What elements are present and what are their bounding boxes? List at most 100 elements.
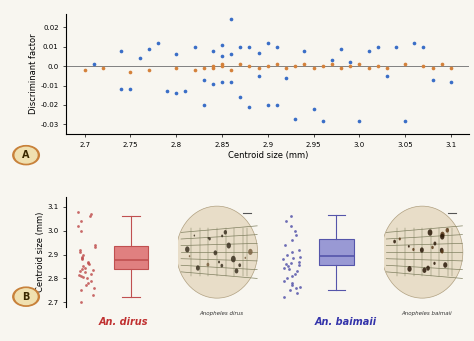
- Point: [78, 256, 86, 262]
- Point: [283, 252, 291, 257]
- Point: [310, 65, 318, 71]
- Point: [191, 44, 198, 49]
- Point: [288, 237, 296, 243]
- Point: [118, 87, 125, 92]
- Point: [200, 77, 208, 83]
- Point: [419, 44, 427, 49]
- Point: [99, 65, 107, 71]
- Point: [218, 54, 226, 59]
- Ellipse shape: [428, 229, 432, 236]
- Ellipse shape: [433, 262, 436, 265]
- Point: [337, 46, 345, 51]
- Point: [77, 273, 84, 279]
- Point: [78, 254, 86, 260]
- Point: [77, 299, 85, 305]
- Ellipse shape: [185, 247, 190, 252]
- Point: [83, 276, 91, 281]
- Ellipse shape: [221, 235, 223, 237]
- Point: [77, 219, 85, 224]
- Point: [365, 65, 373, 71]
- Ellipse shape: [431, 246, 434, 249]
- Point: [228, 79, 235, 84]
- Point: [173, 65, 180, 71]
- Point: [346, 59, 354, 65]
- Ellipse shape: [218, 261, 220, 263]
- Point: [273, 44, 281, 49]
- Point: [85, 261, 92, 267]
- Point: [337, 65, 345, 71]
- Point: [429, 65, 437, 71]
- Point: [292, 63, 299, 69]
- Point: [127, 69, 134, 75]
- Point: [246, 104, 253, 110]
- Text: Anopheles baimaii: Anopheles baimaii: [401, 311, 452, 316]
- Point: [293, 290, 301, 295]
- Point: [295, 259, 303, 264]
- Point: [283, 219, 290, 224]
- Point: [287, 287, 294, 293]
- Text: An. dirus: An. dirus: [99, 317, 148, 327]
- Point: [82, 283, 90, 288]
- Point: [264, 63, 272, 69]
- Point: [91, 242, 98, 248]
- Point: [365, 48, 373, 53]
- Ellipse shape: [408, 245, 410, 248]
- Point: [84, 259, 92, 264]
- Ellipse shape: [231, 256, 236, 262]
- Point: [438, 61, 446, 67]
- Point: [356, 118, 363, 123]
- Point: [228, 17, 235, 22]
- Point: [218, 79, 226, 84]
- Point: [255, 50, 263, 55]
- Point: [383, 73, 391, 78]
- Point: [136, 56, 144, 61]
- Point: [291, 228, 298, 234]
- Point: [374, 63, 382, 69]
- Point: [237, 61, 244, 67]
- Point: [79, 264, 86, 269]
- Point: [145, 67, 153, 73]
- Point: [87, 278, 95, 283]
- Point: [127, 87, 134, 92]
- Point: [291, 271, 299, 276]
- Text: An. baimaii: An. baimaii: [315, 317, 377, 327]
- Ellipse shape: [443, 262, 447, 268]
- Point: [191, 67, 198, 73]
- Point: [209, 63, 217, 69]
- Point: [200, 65, 208, 71]
- Ellipse shape: [227, 242, 231, 249]
- Point: [288, 214, 295, 219]
- Point: [77, 287, 85, 293]
- Point: [447, 79, 455, 84]
- Point: [279, 256, 287, 262]
- Point: [419, 63, 427, 69]
- Point: [79, 252, 87, 257]
- Ellipse shape: [408, 266, 411, 272]
- Text: B: B: [22, 292, 30, 302]
- Point: [84, 260, 91, 266]
- Point: [296, 254, 303, 260]
- Ellipse shape: [422, 267, 427, 273]
- Point: [91, 244, 99, 250]
- Point: [328, 58, 336, 63]
- Y-axis label: Centroid size (mm): Centroid size (mm): [36, 212, 45, 292]
- Ellipse shape: [440, 232, 445, 238]
- Point: [295, 247, 302, 252]
- Ellipse shape: [245, 257, 246, 259]
- Ellipse shape: [426, 266, 430, 271]
- Point: [77, 228, 84, 234]
- Point: [246, 44, 253, 49]
- Point: [288, 283, 296, 288]
- Point: [301, 48, 308, 53]
- Point: [346, 63, 354, 69]
- Point: [292, 233, 300, 238]
- Ellipse shape: [393, 240, 396, 243]
- Point: [293, 268, 301, 274]
- Point: [87, 271, 94, 276]
- Point: [90, 285, 98, 291]
- PathPatch shape: [114, 246, 148, 269]
- Point: [447, 65, 455, 71]
- Point: [255, 73, 263, 78]
- Point: [74, 223, 82, 229]
- X-axis label: Centroid size (mm): Centroid size (mm): [228, 150, 308, 160]
